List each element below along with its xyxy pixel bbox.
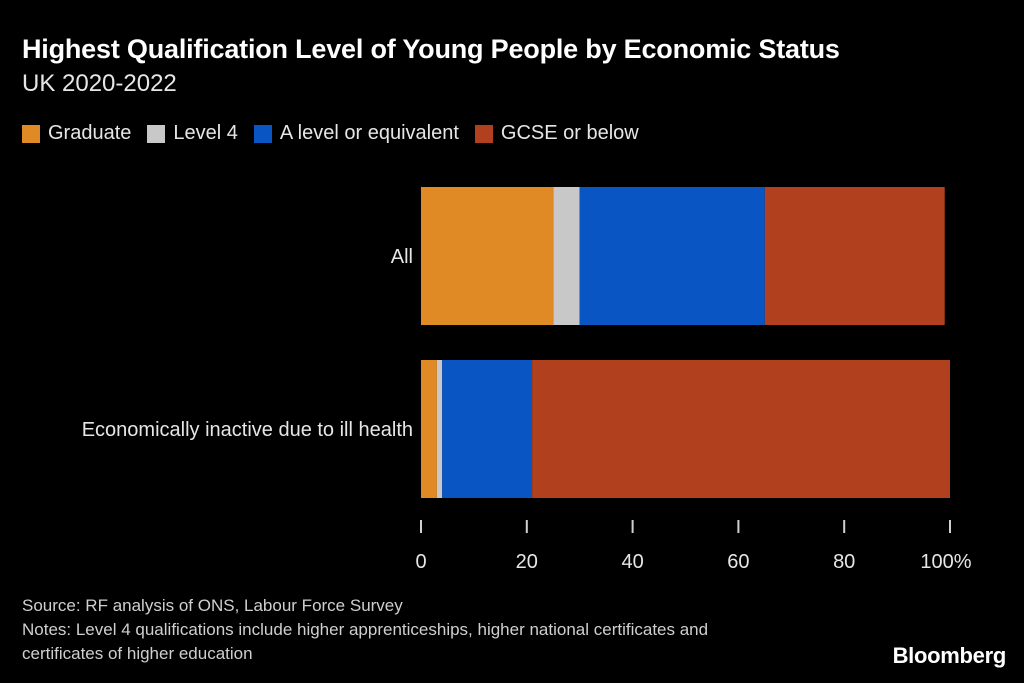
bar-1-gcse-or-below — [532, 360, 950, 498]
legend-item-graduate: Graduate — [22, 122, 131, 145]
legend-item-gcse: GCSE or below — [474, 122, 639, 145]
bar-0-gcse-or-below — [764, 187, 945, 325]
bar-0-a-level-or-equivalent — [579, 187, 765, 325]
bar-0-level-4 — [553, 187, 580, 325]
legend-label-graduate: Graduate — [48, 122, 132, 144]
notes-text: Notes: Level 4 qualifications include hi… — [22, 620, 709, 663]
x-tick-label: 40 — [621, 551, 643, 573]
x-tick-label: 20 — [516, 551, 538, 573]
category-label: All — [391, 246, 413, 268]
chart-title: Highest Qualification Level of Young Peo… — [22, 34, 840, 64]
bloomberg-logo: Bloomberg — [892, 643, 1007, 668]
bar-0-graduate — [421, 187, 554, 325]
legend-label-gcse: GCSE or below — [500, 122, 639, 144]
legend-item-a-level: A level or equivalent — [253, 122, 459, 145]
category-label: Economically inactive due to ill health — [82, 419, 413, 441]
x-tick-label: 80 — [833, 551, 855, 573]
legend-item-level-4: Level 4 — [147, 122, 238, 145]
chart-subtitle: UK 2020-2022 — [22, 70, 177, 97]
legend-swatch-gcse — [474, 124, 493, 143]
bar-1-a-level-or-equivalent — [442, 360, 533, 498]
source-text: Source: RF analysis of ONS, Labour Force… — [22, 596, 403, 615]
bar-1-graduate — [421, 360, 437, 498]
legend-swatch-a-level — [253, 124, 272, 143]
legend-label-a-level: A level or equivalent — [279, 122, 459, 144]
legend: Graduate Level 4 A level or equivalent G… — [22, 122, 655, 145]
x-tick-label: 100% — [920, 551, 971, 573]
legend-swatch-level-4 — [147, 124, 166, 143]
source-notes: Source: RF analysis of ONS, Labour Force… — [22, 594, 782, 666]
legend-label-level-4: Level 4 — [173, 122, 238, 144]
x-tick-label: 60 — [727, 551, 749, 573]
bar-1-level-4 — [436, 360, 443, 498]
legend-swatch-graduate — [22, 124, 40, 143]
x-tick-label: 0 — [415, 551, 426, 573]
